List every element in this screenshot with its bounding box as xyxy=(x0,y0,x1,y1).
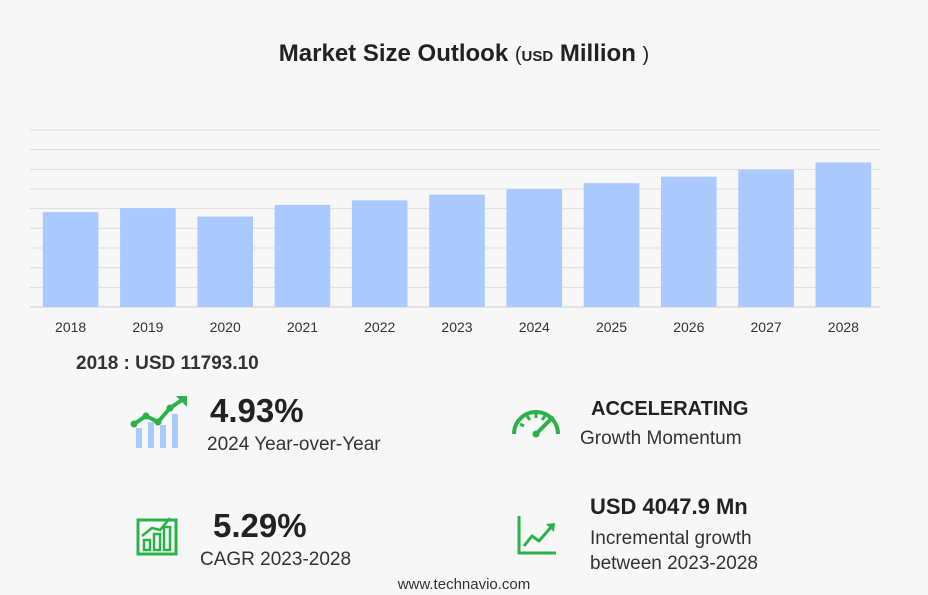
x-tick-label: 2022 xyxy=(364,319,395,335)
bar-2026 xyxy=(661,176,717,307)
momentum-value: ACCELERATING xyxy=(591,398,749,420)
momentum-label: Growth Momentum xyxy=(580,428,742,449)
title-main: Market Size Outlook xyxy=(278,40,509,67)
title-unit-big: Million xyxy=(559,40,636,67)
chart-title: Market Size Outlook (USD Million ) xyxy=(0,40,928,68)
bar-2028 xyxy=(815,162,872,307)
x-tick-label: 2028 xyxy=(828,319,859,335)
title-paren-open: ( xyxy=(514,44,522,66)
yoy-label: 2024 Year-over-Year xyxy=(207,434,381,455)
bar-2022 xyxy=(351,200,408,307)
speedometer-icon xyxy=(512,410,560,438)
bar-2019 xyxy=(120,208,176,307)
x-tick-label: 2021 xyxy=(287,319,318,335)
bar-2021 xyxy=(274,204,331,307)
x-tick-label: 2027 xyxy=(751,319,782,335)
bar-2020 xyxy=(197,216,253,307)
x-tick-label: 2018 xyxy=(55,319,86,335)
bar-2024 xyxy=(506,189,563,307)
incremental-value: USD 4047.9 Mn xyxy=(590,494,748,519)
cagr-label: CAGR 2023-2028 xyxy=(200,549,352,570)
title-paren-close: ) xyxy=(642,44,650,66)
bar-2018 xyxy=(42,212,99,307)
bar-2025 xyxy=(583,183,640,307)
bar-2027 xyxy=(738,169,794,307)
trend-line-icon xyxy=(517,516,556,555)
x-tick-label: 2025 xyxy=(596,319,627,335)
title-unit-small: USD xyxy=(521,48,554,65)
bar-2023 xyxy=(429,194,485,307)
bar-chart-icon xyxy=(136,517,178,556)
bar-chart: 2018 2019 2020 2021 2022 2023 2024 2025 2026 2027… xyxy=(30,129,880,335)
x-tick-label: 2020 xyxy=(210,319,241,335)
incremental-label-line1: Incremental growth xyxy=(590,528,752,549)
cagr-value: 5.29% xyxy=(213,507,307,544)
incremental-label-line2: between 2023-2028 xyxy=(590,553,758,574)
x-tick-label: 2019 xyxy=(132,319,163,335)
footer-url: www.technavio.com xyxy=(397,576,531,593)
yoy-value: 4.93% xyxy=(210,392,304,429)
x-tick-label: 2026 xyxy=(673,319,704,335)
growth-chart-icon xyxy=(130,396,187,448)
x-tick-label: 2024 xyxy=(519,319,550,335)
x-tick-label: 2023 xyxy=(441,319,472,335)
base-year-value: 2018 : USD 11793.10 xyxy=(76,353,259,374)
